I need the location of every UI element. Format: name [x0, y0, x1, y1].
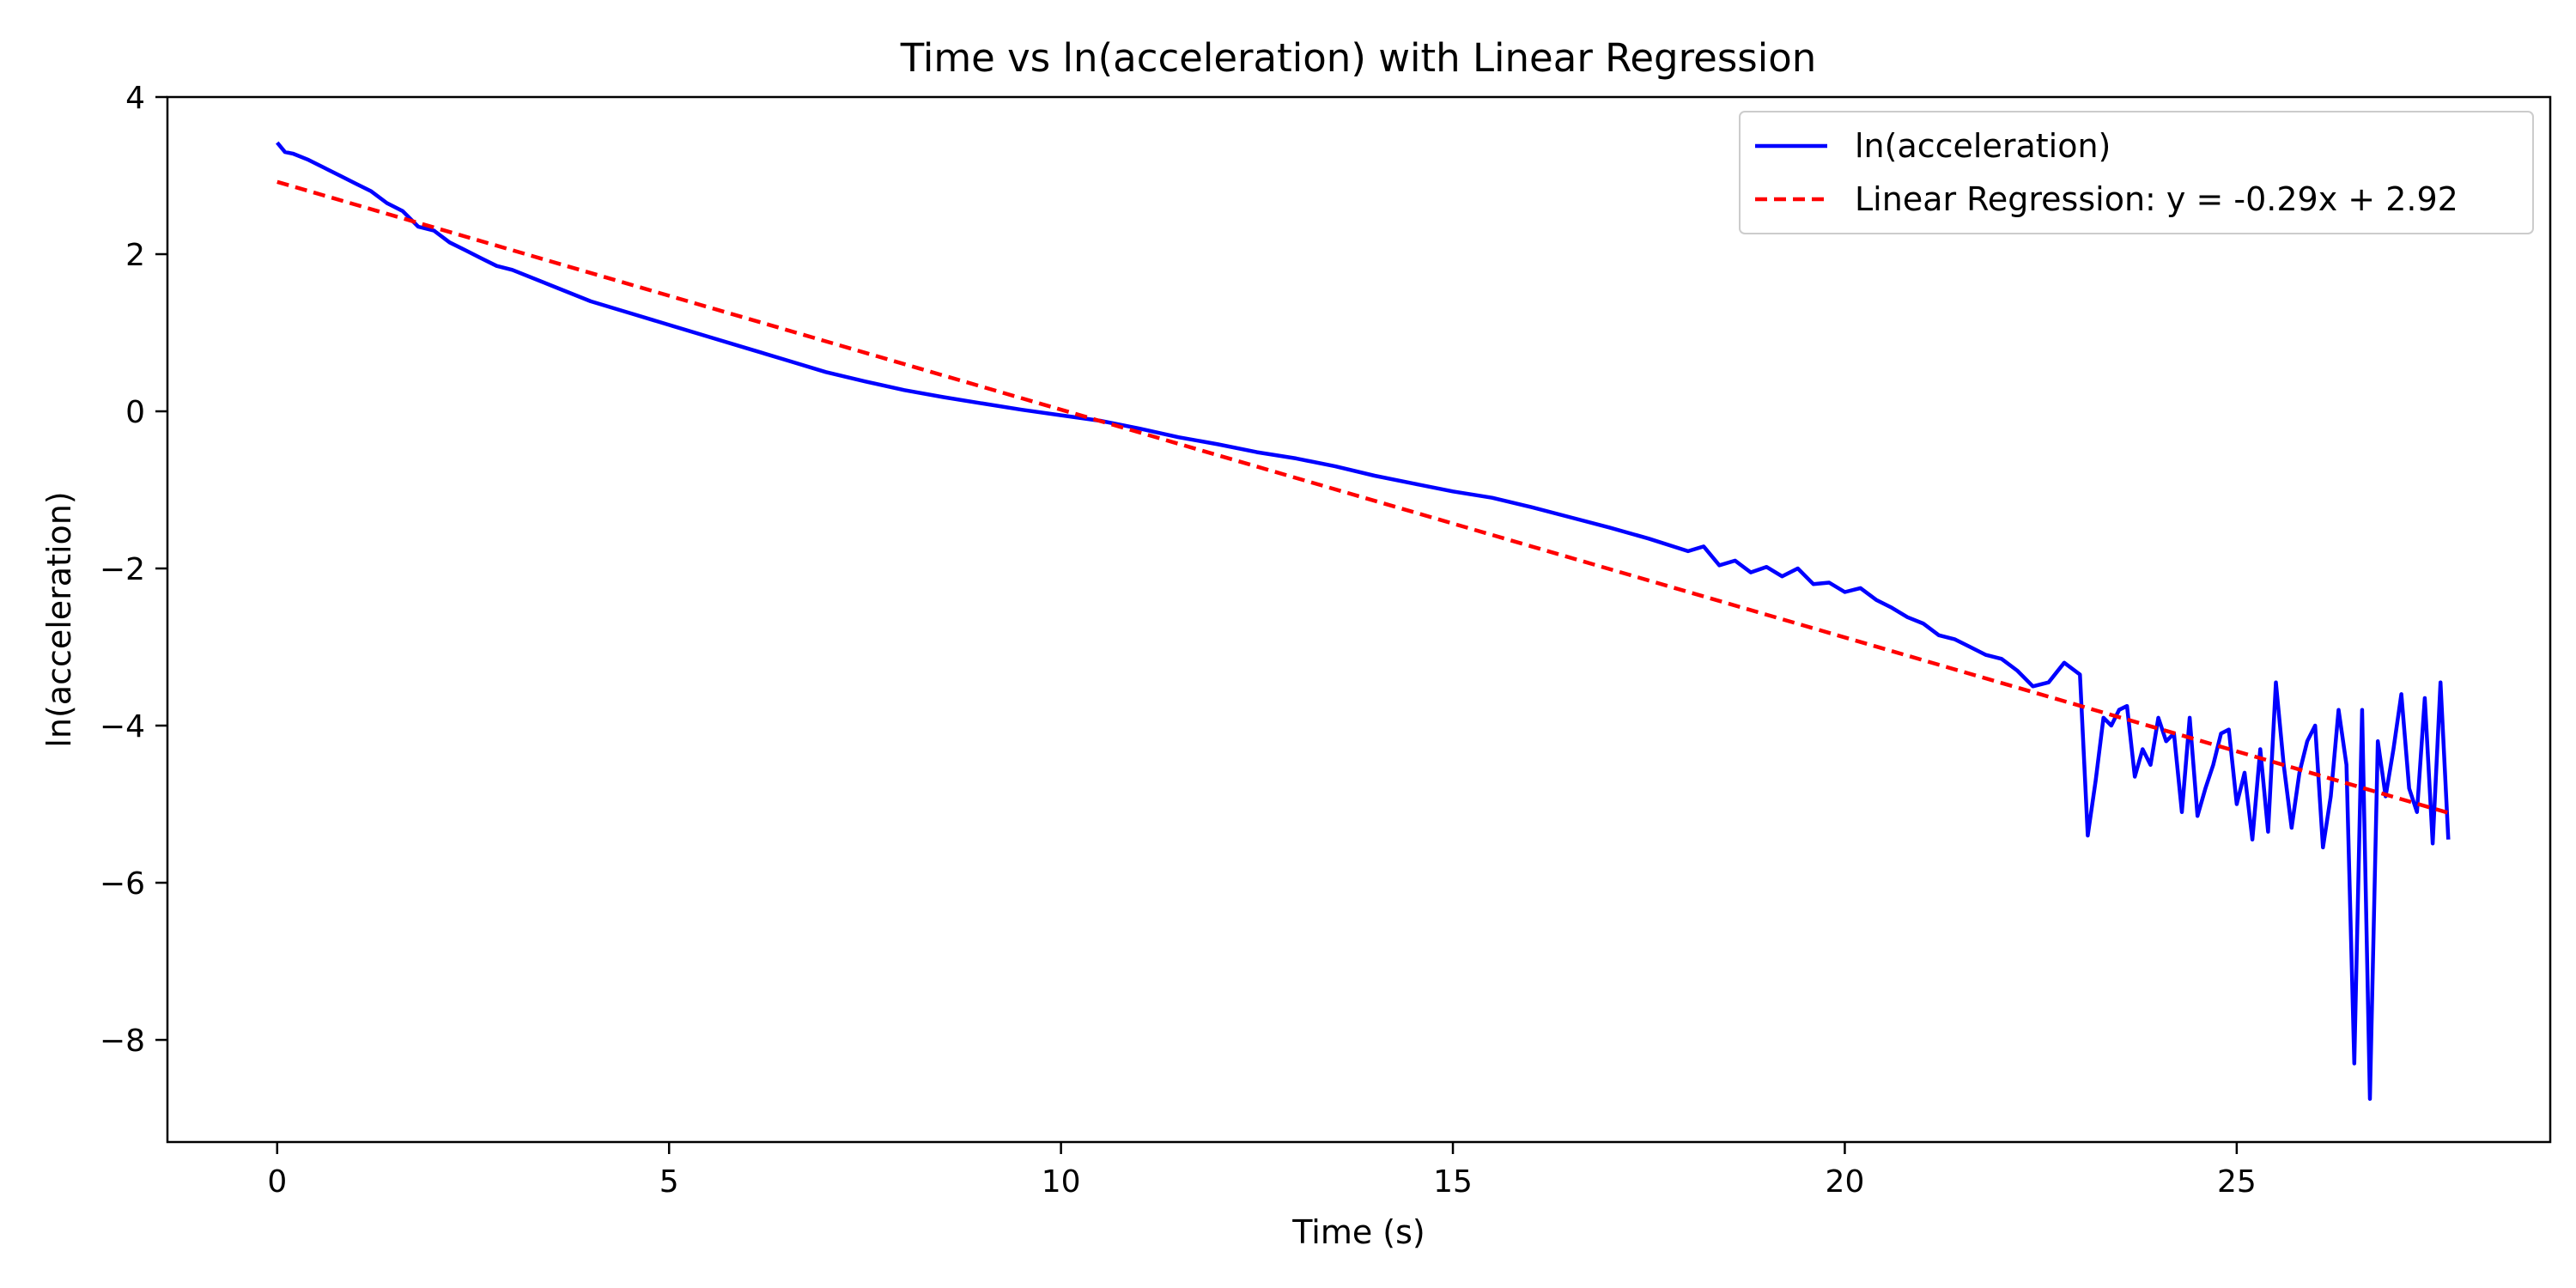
legend-entry-ln-acceleration: ln(acceleration) [1855, 127, 2111, 165]
y-tick-label: 0 [125, 395, 145, 430]
x-tick-label: 0 [267, 1164, 287, 1200]
y-tick-label: −6 [100, 866, 145, 902]
legend-entry-linear-regression: Linear Regression: y = -0.29x + 2.92 [1855, 180, 2458, 218]
y-axis-label: ln(acceleration) [40, 491, 78, 747]
axes-frame [166, 95, 2552, 1144]
x-tick-label: 5 [659, 1164, 679, 1200]
y-tick-label: −2 [100, 552, 145, 587]
plot-area [166, 95, 2552, 1144]
y-tick-label: 4 [125, 81, 145, 116]
x-axis-label: Time (s) [1291, 1213, 1425, 1251]
x-tick-label: 25 [2217, 1164, 2257, 1200]
x-tick-label: 20 [1826, 1164, 1865, 1200]
x-axis: 0 5 10 15 20 25 [267, 1142, 2257, 1200]
y-tick-label: 2 [125, 238, 145, 273]
series-line-ln-acceleration [276, 141, 2451, 1101]
x-tick-label: 15 [1433, 1164, 1473, 1200]
y-axis: 4 2 0 −2 −4 −6 −8 [100, 81, 167, 1059]
chart-title: Time vs ln(acceleration) with Linear Reg… [900, 35, 1817, 81]
series-line-linear-regression [276, 179, 2449, 815]
legend-box [1739, 111, 2534, 234]
x-tick-label: 10 [1042, 1164, 1081, 1200]
y-tick-label: −8 [100, 1024, 145, 1059]
series-layer [276, 141, 2451, 1101]
y-tick-label: −4 [100, 709, 145, 744]
legend: ln(acceleration) Linear Regression: y = … [1739, 111, 2534, 234]
